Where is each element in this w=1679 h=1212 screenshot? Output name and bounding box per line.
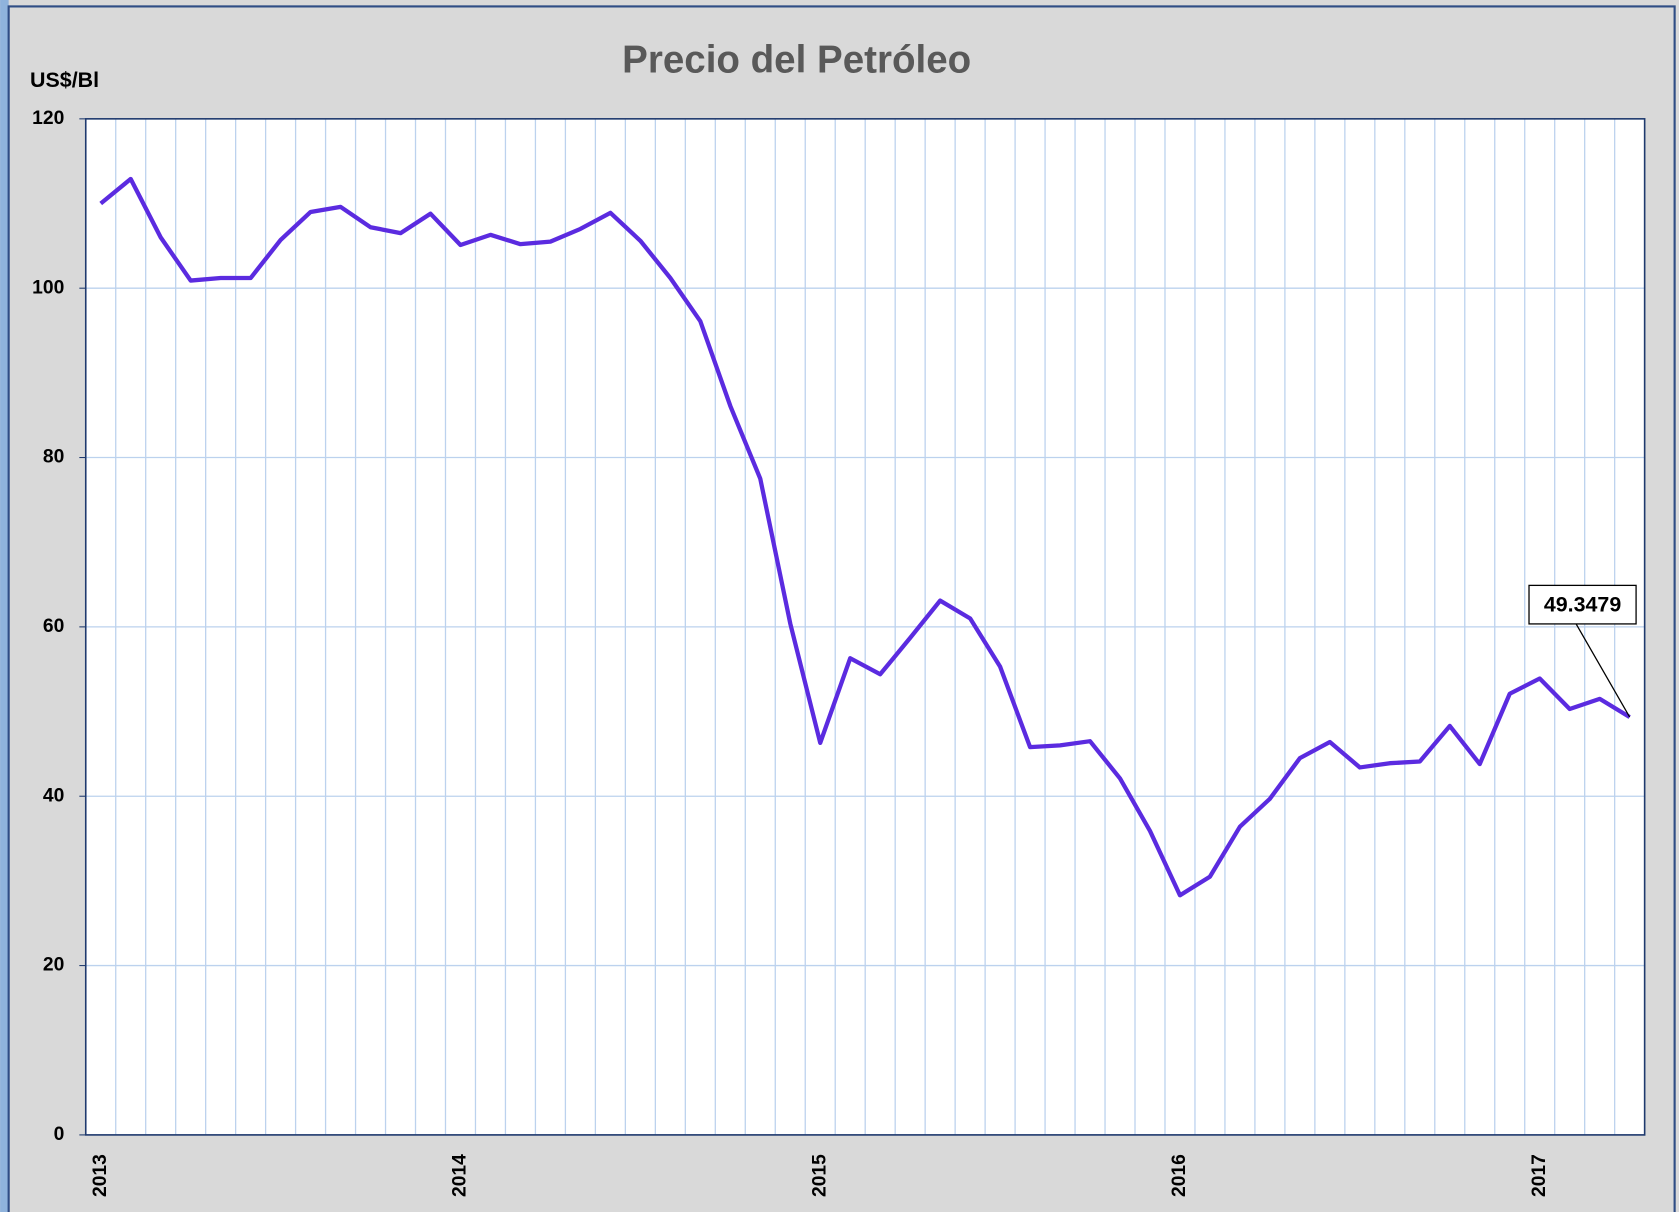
y-tick-label: 20: [43, 955, 64, 976]
y-tick-label: 60: [43, 616, 64, 637]
x-tick-label: 2014: [450, 1154, 471, 1197]
label-box: [1528, 584, 1637, 625]
side-backdrop: [0, 0, 9, 1212]
y-tick-label: 80: [43, 447, 64, 468]
y-axis-label: US$/Bl: [30, 68, 99, 92]
marks: 0 20 40 60 80 100 120 2013 2014 2015 2016 2017 49.34…: [32, 108, 1637, 1197]
y-tick-label: 120: [32, 108, 64, 129]
x-tick-label: 2016: [1169, 1154, 1190, 1197]
line-series: [99, 176, 1631, 898]
y-tick-label: 0: [54, 1124, 65, 1145]
y-tick-label: 40: [43, 785, 64, 806]
label-leader: [1575, 623, 1631, 718]
x-tick-label: 2017: [1529, 1154, 1550, 1197]
data-label: 49.3479: [1544, 592, 1621, 616]
y-tick-label: 100: [32, 277, 64, 298]
x-tick-label: 2013: [90, 1154, 111, 1197]
chart-title: Precio del Petróleo: [622, 38, 971, 81]
grid: [85, 118, 1645, 1136]
x-tick-label: 2015: [809, 1154, 830, 1197]
